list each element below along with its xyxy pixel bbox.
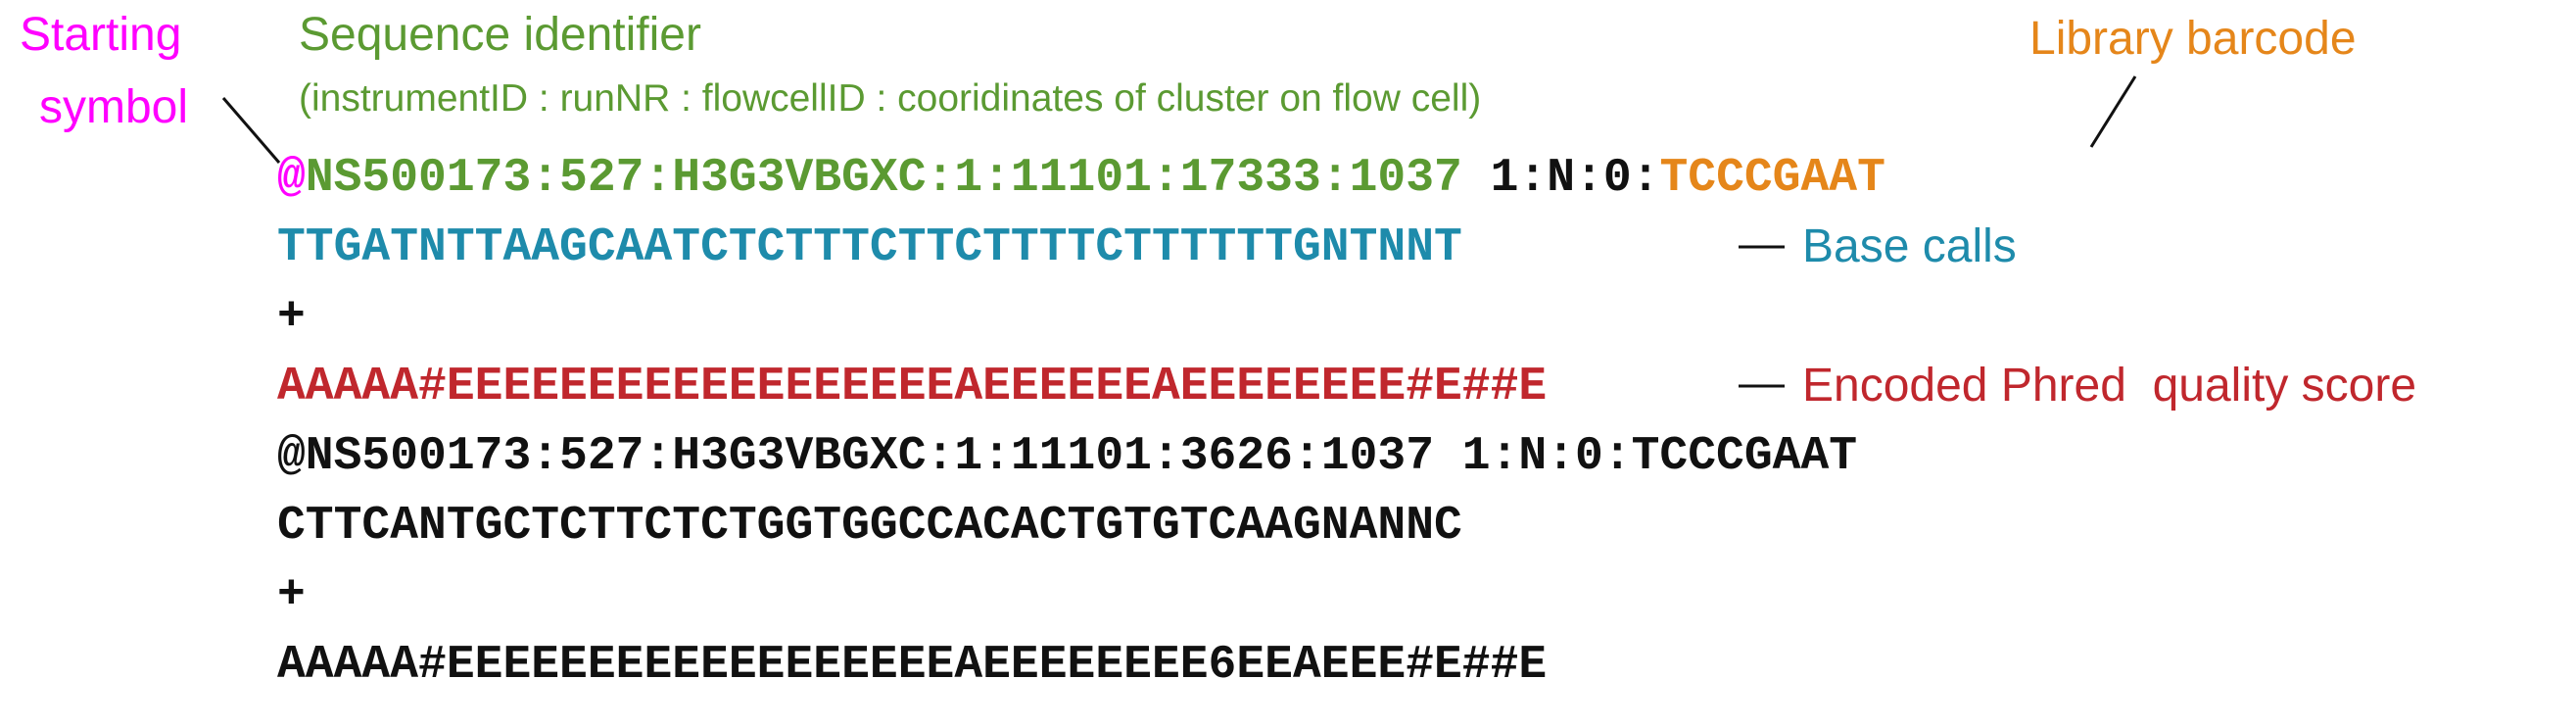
starting-symbol-label-line1: Starting — [20, 9, 182, 61]
read-info: 1:N:0: — [1461, 152, 1660, 205]
library-barcode: TCCCGAAT — [1659, 152, 1885, 205]
at-symbol: @ — [277, 152, 306, 205]
library-barcode-connector — [2089, 75, 2137, 148]
record2-separator: + — [277, 569, 306, 622]
base-calls-label: Base calls — [1802, 220, 2017, 272]
record2-header: @NS500173:527:H3G3VBGXC:1:11101:3626:103… — [277, 430, 1858, 483]
starting-symbol-label-line2: symbol — [39, 81, 189, 133]
record1-header: @NS500173:527:H3G3VBGXC:1:11101:17333:10… — [277, 152, 1885, 205]
sequence-identifier-label: Sequence identifier — [299, 9, 701, 61]
starting-symbol-connector — [221, 97, 281, 164]
record1-separator: + — [277, 291, 306, 344]
sequence-identifier: NS500173:527:H3G3VBGXC:1:11101:17333:103… — [305, 152, 1462, 205]
record2-sequence: CTTCANTGCTCTTCTCTGGTGGCCACACTGTGTCAAGNAN… — [277, 500, 1462, 553]
quality-score-label: Encoded Phred quality score — [1802, 360, 2417, 412]
library-barcode-label: Library barcode — [2029, 13, 2357, 65]
record1-sequence: TTGATNTTAAGCAATCTCTTTCTTCTTTTCTTTTTTGNTN… — [277, 221, 1462, 274]
record1-quality: AAAAA#EEEEEEEEEEEEEEEEEEAEEEEEEAEEEEEEEE… — [277, 361, 1548, 413]
sequence-identifier-detail: (instrumentID : runNR : flowcellID : coo… — [299, 77, 1482, 120]
record2-quality: AAAAA#EEEEEEEEEEEEEEEEEEAEEEEEEEE6EEAEEE… — [277, 639, 1548, 692]
